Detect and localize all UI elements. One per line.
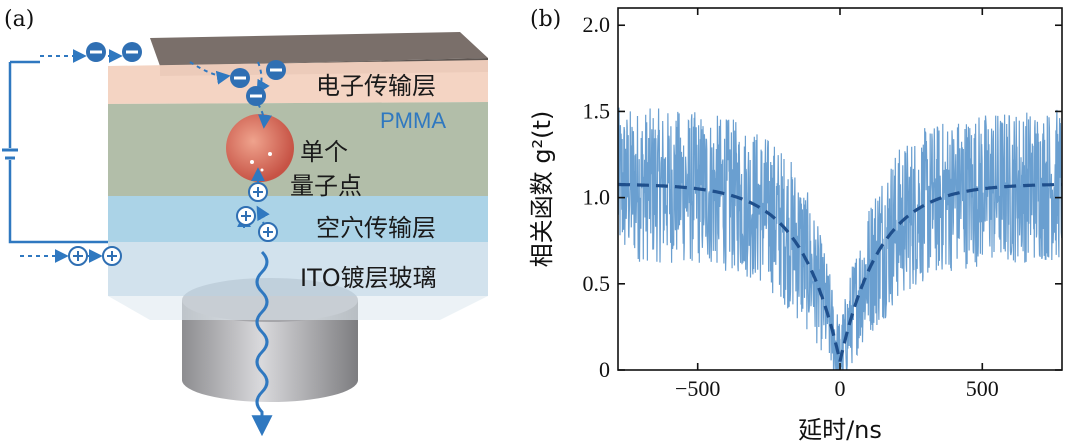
label-qd-line1: 单个: [300, 138, 348, 166]
electron-path: [40, 49, 272, 129]
y-axis-title: 相关函数 g²(t): [528, 111, 556, 268]
panel-b-tag: (b): [530, 7, 561, 32]
htl-layer: [108, 196, 488, 242]
g2-chart: (b) −500 0 500 0 0.5 1.0 1.5 2.0 延时/ns 相关函数 g²(…: [528, 7, 1063, 444]
label-ito: ITO镀层玻璃: [300, 264, 437, 292]
circuit-wire: [2, 60, 108, 244]
device-schematic: (a): [2, 7, 488, 437]
x-tick-label: −500: [675, 376, 720, 401]
hole-icons: [68, 182, 278, 266]
x-tick-label: 500: [966, 376, 999, 401]
panel-a-tag: (a): [4, 7, 34, 32]
pmma-layer: [108, 102, 488, 196]
ito-layer: [108, 242, 488, 296]
label-qd-line2: 量子点: [290, 172, 362, 200]
noisy-g2-series: [618, 107, 1062, 370]
x-tick-label: 0: [835, 376, 846, 401]
device-schematic-panel: (a): [0, 0, 540, 444]
y-tick-label: 0: [599, 357, 610, 382]
y-tick-label: 1.0: [583, 185, 611, 210]
x-axis-title: 延时/ns: [798, 416, 882, 444]
y-tick-label: 2.0: [583, 12, 611, 37]
quantum-dot: [226, 114, 294, 182]
etl-layer: [108, 60, 488, 104]
top-electrode: [150, 32, 488, 66]
label-etl: 电子传输层: [316, 72, 436, 100]
electron-icons: [86, 42, 286, 106]
y-tick-label: 1.5: [583, 98, 611, 123]
layer-stack: [108, 32, 488, 320]
g2-chart-panel: (b) −500 0 500 0 0.5 1.0 1.5 2.0 延时/ns 相关函数 g²(…: [520, 0, 1080, 444]
y-tick-label: 0.5: [583, 271, 611, 296]
label-htl: 空穴传输层: [316, 214, 436, 242]
photon-wave: [251, 250, 273, 437]
label-pmma: PMMA: [380, 108, 446, 133]
fit-curve: [618, 182, 1062, 362]
